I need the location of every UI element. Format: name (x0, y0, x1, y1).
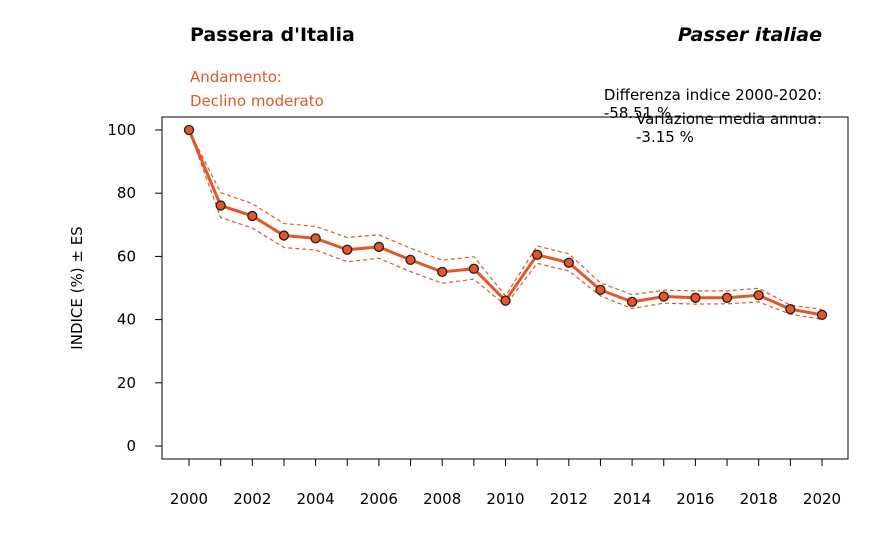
x-tick-label: 2012 (550, 490, 588, 508)
data-point (532, 249, 543, 260)
y-tick-label: 0 (126, 437, 136, 455)
x-tick-label: 2014 (613, 490, 651, 508)
data-point (785, 304, 796, 315)
data-point (215, 200, 226, 211)
x-tick-label: 2008 (423, 490, 461, 508)
y-tick-label: 100 (107, 121, 136, 139)
x-tick-label: 2016 (676, 490, 714, 508)
data-point (658, 291, 669, 302)
data-point (405, 254, 416, 266)
x-tick-label: 2018 (740, 490, 778, 508)
x-tick-label: 2020 (803, 490, 841, 508)
data-point (753, 290, 764, 301)
data-point (500, 295, 511, 306)
data-point (468, 263, 480, 274)
annual-change-value: -3.15 % (636, 128, 694, 146)
data-point (342, 244, 353, 255)
x-tick-label: 2002 (233, 490, 271, 508)
index-points (183, 124, 828, 321)
data-point (183, 124, 195, 136)
trend-label: Andamento: (190, 68, 282, 86)
error-bands (188, 129, 823, 320)
data-point (816, 309, 828, 321)
y-tick-label: 40 (117, 311, 136, 329)
data-point (437, 266, 448, 278)
index-line (187, 129, 823, 317)
x-tick-label: 2004 (297, 490, 335, 508)
x-tick-label: 2006 (360, 490, 398, 508)
y-axis-label: INDICE (%) ± ES (68, 226, 86, 349)
y-tick-label: 20 (117, 374, 136, 392)
upper-error-band (188, 129, 823, 311)
data-point (595, 284, 606, 296)
annual-change-label: Variazione media annua: (636, 110, 822, 128)
data-point (373, 241, 385, 253)
y-tick-label: 60 (117, 247, 136, 265)
index-difference-label: Differenza indice 2000-2020: (603, 86, 822, 104)
data-point (721, 292, 733, 303)
plot-frame (161, 116, 849, 460)
y-tick-label: 80 (117, 184, 136, 202)
data-point (626, 296, 638, 308)
scientific-name-title: Passer italiae (677, 24, 822, 46)
trend-value: Declino moderato (190, 92, 324, 110)
data-point (690, 292, 701, 303)
x-tick-label: 2000 (170, 490, 208, 508)
index-series-line (187, 129, 823, 317)
data-point (278, 230, 290, 241)
chart-axes: 2000 2002 2004 2006 2008 2010 2012 2014 2016 2018… (107, 116, 849, 508)
common-name-title: Passera d'Italia (190, 24, 355, 46)
annual-change-stat: Variazione media annua: -3.15 % (626, 92, 822, 146)
data-point (310, 233, 321, 244)
data-point (563, 257, 574, 268)
data-point (247, 210, 258, 222)
x-tick-label: 2010 (486, 490, 524, 508)
